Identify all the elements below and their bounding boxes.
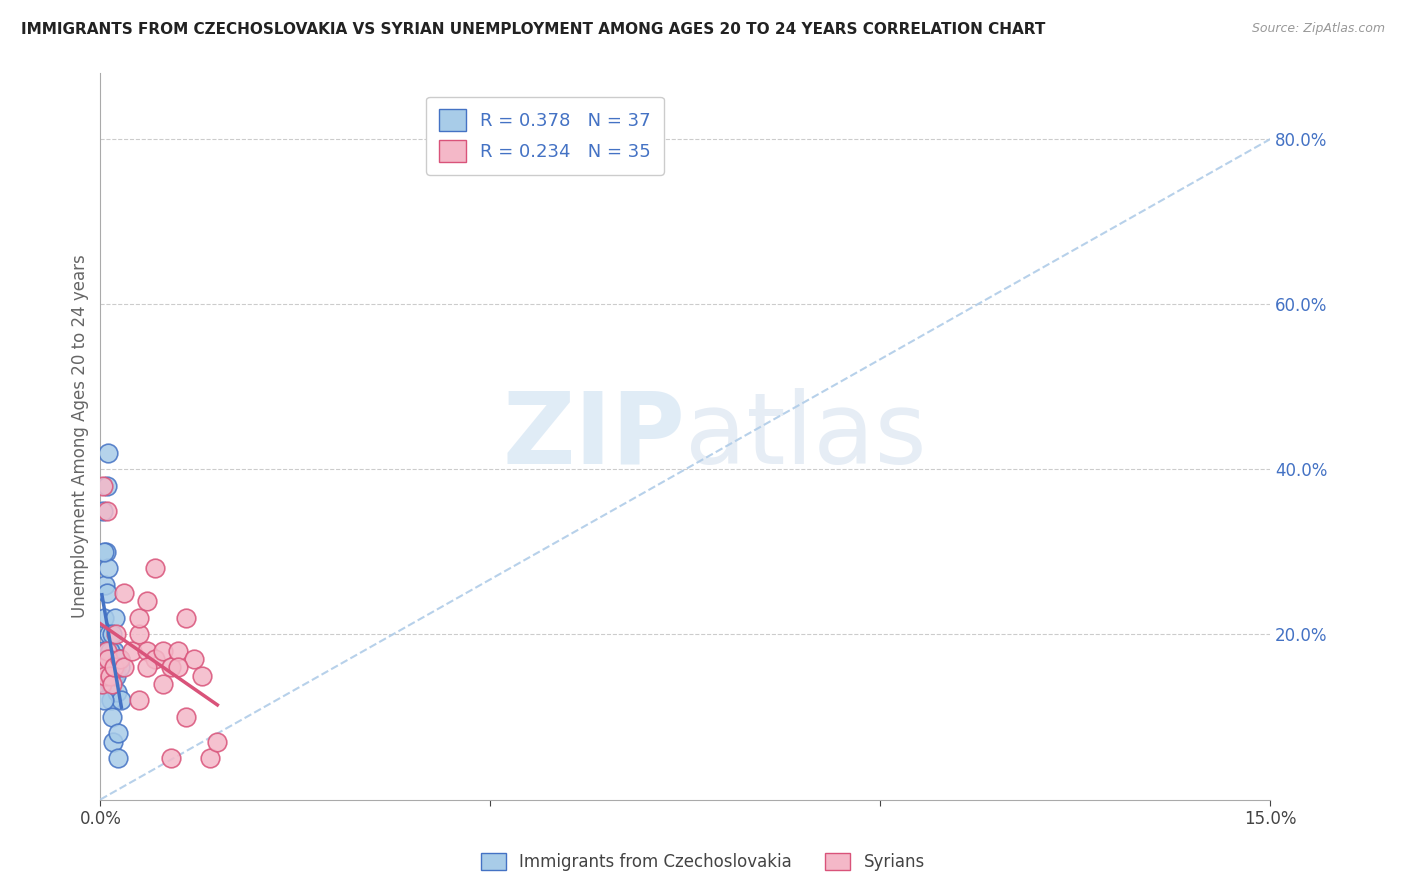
Point: [108, 652, 131, 666]
Point: [96, 586, 118, 600]
Point: [100, 677, 122, 691]
Text: IMMIGRANTS FROM CZECHOSLOVAKIA VS SYRIAN UNEMPLOYMENT AMONG AGES 20 TO 24 YEARS : IMMIGRANTS FROM CZECHOSLOVAKIA VS SYRIAN…: [21, 22, 1046, 37]
Point: [97, 561, 120, 575]
Point: [183, 652, 205, 666]
Point: [93, 693, 115, 707]
Point: [152, 677, 174, 691]
Point: [152, 644, 174, 658]
Text: atlas: atlas: [685, 388, 927, 484]
Point: [159, 751, 181, 765]
Point: [91, 503, 114, 517]
Point: [90, 677, 112, 691]
Point: [97, 627, 120, 641]
Point: [96, 652, 118, 666]
Point: [128, 627, 150, 641]
Point: [159, 660, 181, 674]
Point: [174, 710, 197, 724]
Point: [143, 652, 166, 666]
Point: [101, 710, 124, 724]
Point: [94, 578, 117, 592]
Point: [136, 644, 159, 658]
Point: [93, 644, 115, 658]
Point: [112, 660, 135, 674]
Point: [128, 611, 150, 625]
Point: [101, 677, 124, 691]
Point: [104, 660, 127, 674]
Point: [105, 685, 128, 699]
Point: [100, 693, 122, 707]
Point: [103, 660, 125, 674]
Point: [103, 668, 125, 682]
Point: [136, 594, 159, 608]
Point: [121, 644, 143, 658]
Point: [96, 479, 118, 493]
Point: [90, 677, 112, 691]
Point: [190, 668, 212, 682]
Point: [108, 652, 131, 666]
Point: [98, 668, 121, 682]
Y-axis label: Unemployment Among Ages 20 to 24 years: Unemployment Among Ages 20 to 24 years: [72, 254, 89, 618]
Point: [98, 660, 121, 674]
Point: [97, 652, 120, 666]
Point: [104, 627, 127, 641]
Point: [198, 751, 221, 765]
Point: [128, 693, 150, 707]
Text: Source: ZipAtlas.com: Source: ZipAtlas.com: [1251, 22, 1385, 36]
Point: [96, 644, 118, 658]
Point: [107, 726, 129, 740]
Point: [94, 668, 117, 682]
Point: [174, 611, 197, 625]
Point: [98, 644, 121, 658]
Point: [207, 735, 229, 749]
Text: ZIP: ZIP: [502, 388, 685, 484]
Point: [167, 644, 190, 658]
Point: [91, 660, 114, 674]
Point: [93, 479, 115, 493]
Point: [104, 611, 127, 625]
Point: [93, 545, 115, 559]
Legend: Immigrants from Czechoslovakia, Syrians: Immigrants from Czechoslovakia, Syrians: [472, 845, 934, 880]
Point: [93, 611, 115, 625]
Legend: R = 0.378   N = 37, R = 0.234   N = 35: R = 0.378 N = 37, R = 0.234 N = 35: [426, 96, 664, 175]
Point: [143, 561, 166, 575]
Point: [96, 644, 118, 658]
Point: [96, 503, 118, 517]
Point: [167, 660, 190, 674]
Point: [107, 751, 129, 765]
Point: [103, 660, 125, 674]
Point: [136, 660, 159, 674]
Point: [104, 668, 127, 682]
Point: [101, 735, 124, 749]
Point: [93, 660, 115, 674]
Point: [103, 644, 125, 658]
Point: [101, 627, 124, 641]
Point: [107, 652, 129, 666]
Point: [112, 586, 135, 600]
Point: [97, 446, 120, 460]
Point: [110, 693, 132, 707]
Point: [94, 545, 117, 559]
Point: [108, 660, 131, 674]
Point: [94, 668, 117, 682]
